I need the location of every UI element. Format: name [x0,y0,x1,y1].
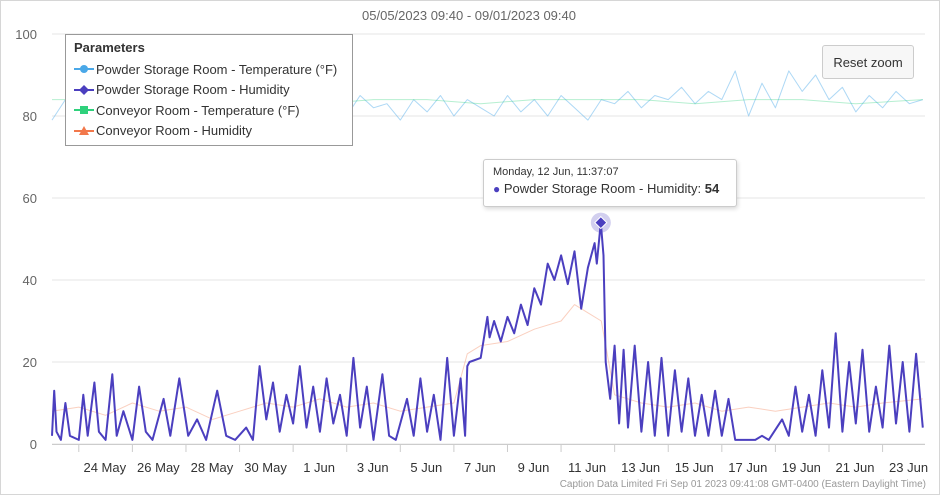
legend-item-label: Conveyor Room - Temperature (°F) [96,102,300,118]
x-tick-label: 9 Jun [518,460,550,475]
y-axis-ticks: 0 20 40 60 80 100 [15,27,37,452]
legend-item-label: Conveyor Room - Humidity [96,123,253,139]
x-tick-label: 21 Jun [835,460,874,475]
circle-icon [74,65,94,74]
reset-zoom-button[interactable]: Reset zoom [822,45,914,79]
tooltip: Monday, 12 Jun, 11:37:07 ● Powder Storag… [483,159,737,207]
triangle-icon [74,125,94,135]
tooltip-series: Powder Storage Room - Humidity [503,181,698,196]
y-tick-label: 80 [23,109,37,124]
y-tick-label: 0 [30,437,37,452]
x-axis-ticks: 24 May 26 May 28 May 30 May 1 Jun 3 Jun 5 Jun 7… [78,444,928,475]
legend-item-conveyor-humidity[interactable]: Conveyor Room - Humidity [74,121,344,142]
legend-title: Parameters [74,40,145,55]
x-tick-label: 30 May [244,460,287,475]
series-line[interactable] [51,221,924,441]
legend-item-label: Powder Storage Room - Humidity [96,82,290,98]
x-tick-label: 26 May [137,460,180,475]
y-tick-label: 60 [23,191,37,206]
legend-item-powder-temp[interactable]: Powder Storage Room - Temperature (°F) [74,59,344,80]
highlight-marker [590,212,611,233]
x-tick-label: 5 Jun [410,460,442,475]
x-tick-label: 3 Jun [357,460,389,475]
x-tick-label: 11 Jun [568,460,606,475]
x-tick-label: 1 Jun [303,460,335,475]
chart-subtitle: 05/05/2023 09:40 - 09/01/2023 09:40 [362,8,576,23]
legend-item-label: Powder Storage Room - Temperature (°F) [96,61,338,77]
diamond-icon [74,84,94,95]
legend-item-conveyor-temp[interactable]: Conveyor Room - Temperature (°F) [74,100,344,121]
y-tick-label: 100 [15,27,37,42]
y-tick-label: 40 [23,273,37,288]
x-tick-label: 23 Jun [889,460,928,475]
x-tick-label: 13 Jun [621,460,660,475]
legend-item-powder-humidity[interactable]: Powder Storage Room - Humidity [74,80,344,101]
series-dot-icon: ● [493,182,501,196]
x-tick-label: 15 Jun [675,460,714,475]
tooltip-body: ● Powder Storage Room - Humidity: 54 [493,181,720,196]
series-line[interactable] [51,304,923,420]
x-tick-label: 24 May [83,460,126,475]
highlight-point[interactable] [594,215,608,230]
x-tick-label: 7 Jun [464,460,496,475]
y-tick-label: 20 [23,355,37,370]
x-tick-label: 28 May [191,460,234,475]
credits: Caption Data Limited Fri Sep 01 2023 09:… [559,479,926,490]
legend: Parameters Powder Storage Room - Tempera… [65,34,353,146]
tooltip-header: Monday, 12 Jun, 11:37:07 [493,166,619,178]
square-icon [74,106,94,115]
x-tick-label: 17 Jun [728,460,767,475]
x-tick-label: 19 Jun [782,460,821,475]
tooltip-value: 54 [704,181,720,196]
